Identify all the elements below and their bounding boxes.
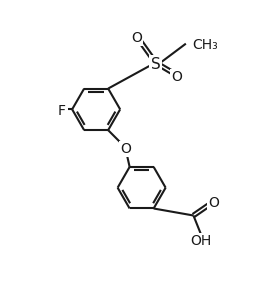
Text: O: O <box>120 142 131 156</box>
Text: F: F <box>58 104 66 118</box>
Text: OH: OH <box>190 234 212 248</box>
Text: S: S <box>151 57 160 72</box>
Text: CH₃: CH₃ <box>192 38 218 52</box>
Text: O: O <box>208 196 219 210</box>
Text: O: O <box>172 70 182 84</box>
Text: O: O <box>131 31 142 45</box>
